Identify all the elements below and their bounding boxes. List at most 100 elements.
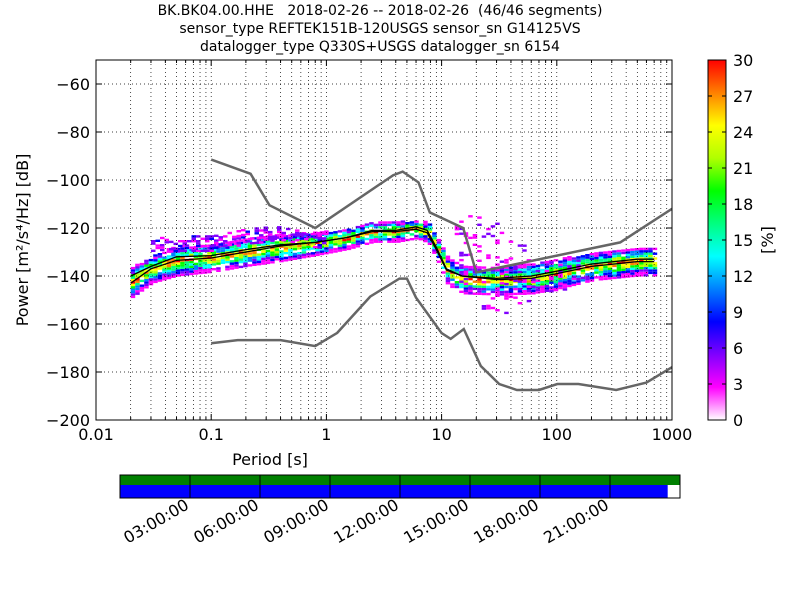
density-cell bbox=[562, 283, 568, 286]
density-cell bbox=[198, 247, 203, 251]
density-cell bbox=[450, 283, 455, 286]
density-cell bbox=[643, 271, 649, 275]
density-cell bbox=[517, 266, 523, 269]
density-cell bbox=[238, 260, 244, 264]
density-cell bbox=[202, 247, 208, 250]
density-cell bbox=[490, 290, 496, 294]
density-cell bbox=[171, 275, 176, 278]
density-cell bbox=[135, 287, 140, 291]
density-cell bbox=[495, 271, 500, 274]
density-cell-outlier bbox=[513, 267, 518, 271]
density-cell bbox=[612, 250, 617, 253]
density-cell bbox=[459, 266, 464, 269]
density-cell bbox=[405, 224, 410, 227]
density-cell-upper bbox=[259, 241, 264, 244]
density-cell bbox=[364, 233, 370, 236]
density-cell bbox=[616, 269, 622, 272]
density-cell-outlier bbox=[454, 232, 460, 236]
density-cell bbox=[490, 281, 496, 284]
density-cell bbox=[400, 234, 406, 238]
density-cell bbox=[202, 269, 208, 272]
density-cell bbox=[324, 252, 329, 255]
density-cell bbox=[211, 258, 217, 261]
density-cell bbox=[558, 277, 563, 280]
density-cell bbox=[157, 255, 163, 258]
density-cell-upper bbox=[281, 231, 286, 235]
density-cell bbox=[567, 260, 572, 264]
density-cell-upper bbox=[259, 236, 264, 239]
density-cell bbox=[648, 264, 653, 267]
density-cell bbox=[234, 256, 239, 260]
density-cell-outlier bbox=[549, 290, 554, 293]
density-cell bbox=[342, 243, 347, 247]
density-cell bbox=[184, 251, 190, 254]
density-cell bbox=[342, 231, 347, 235]
density-cell bbox=[607, 253, 613, 256]
density-cell bbox=[526, 273, 532, 276]
density-cell bbox=[355, 237, 361, 241]
density-cell bbox=[396, 230, 401, 234]
density-cell bbox=[567, 284, 572, 288]
density-cell bbox=[324, 249, 329, 252]
density-cell bbox=[396, 235, 401, 238]
density-cell bbox=[360, 241, 365, 244]
density-cell bbox=[598, 251, 604, 255]
density-cell bbox=[580, 262, 586, 265]
density-cell-upper bbox=[268, 238, 273, 241]
density-cell bbox=[387, 228, 392, 231]
density-cell-outlier bbox=[576, 266, 581, 270]
density-cell bbox=[157, 257, 163, 261]
density-cell bbox=[342, 246, 347, 249]
density-cell-outlier bbox=[531, 280, 536, 284]
density-cell bbox=[522, 268, 527, 271]
density-cell bbox=[441, 271, 446, 274]
density-cell-upper bbox=[281, 234, 286, 237]
timeline: 03:00:0006:00:0009:00:0012:00:0015:00:00… bbox=[119, 474, 681, 547]
density-cell bbox=[481, 266, 487, 269]
density-cell-upper bbox=[205, 240, 210, 243]
density-cell bbox=[184, 254, 190, 257]
density-cell bbox=[639, 269, 644, 272]
density-cell bbox=[171, 261, 176, 264]
density-cell bbox=[207, 263, 212, 267]
density-cell bbox=[171, 268, 176, 271]
density-cell-outlier bbox=[571, 277, 577, 281]
density-cell bbox=[265, 254, 271, 257]
density-cell-upper bbox=[155, 246, 160, 250]
density-cell bbox=[207, 268, 212, 271]
density-cell bbox=[432, 251, 437, 254]
density-cell bbox=[351, 236, 356, 240]
density-cell bbox=[238, 258, 244, 261]
density-cell bbox=[634, 255, 640, 258]
density-cell-upper bbox=[317, 246, 322, 249]
density-cell bbox=[148, 278, 154, 281]
density-cell bbox=[504, 290, 509, 293]
density-cell bbox=[526, 287, 532, 290]
density-cell-outlier bbox=[463, 277, 469, 281]
density-cell-upper bbox=[245, 232, 250, 236]
density-cell-upper bbox=[227, 241, 232, 244]
density-cell bbox=[162, 275, 167, 279]
density-cell bbox=[234, 259, 239, 262]
density-cell bbox=[265, 249, 271, 253]
plot-frame bbox=[95, 59, 673, 421]
density-cell-outlier bbox=[567, 265, 572, 268]
density-cell-outlier bbox=[499, 267, 505, 271]
density-cell-outlier bbox=[517, 244, 523, 247]
density-cell bbox=[517, 263, 523, 267]
density-cell bbox=[153, 275, 158, 279]
density-cell-outlier bbox=[495, 294, 500, 297]
timeline-label: 06:00:00 bbox=[190, 495, 262, 547]
density-cell bbox=[166, 250, 172, 253]
density-cell bbox=[558, 279, 563, 283]
density-cell bbox=[549, 271, 554, 275]
density-cell bbox=[616, 257, 622, 260]
density-cell bbox=[301, 244, 307, 247]
density-cell bbox=[639, 247, 644, 251]
density-cell bbox=[360, 234, 365, 237]
density-cell bbox=[297, 256, 302, 260]
density-cell-outlier bbox=[495, 222, 500, 225]
density-cell-upper bbox=[187, 240, 192, 243]
density-cell-outlier bbox=[486, 307, 491, 310]
